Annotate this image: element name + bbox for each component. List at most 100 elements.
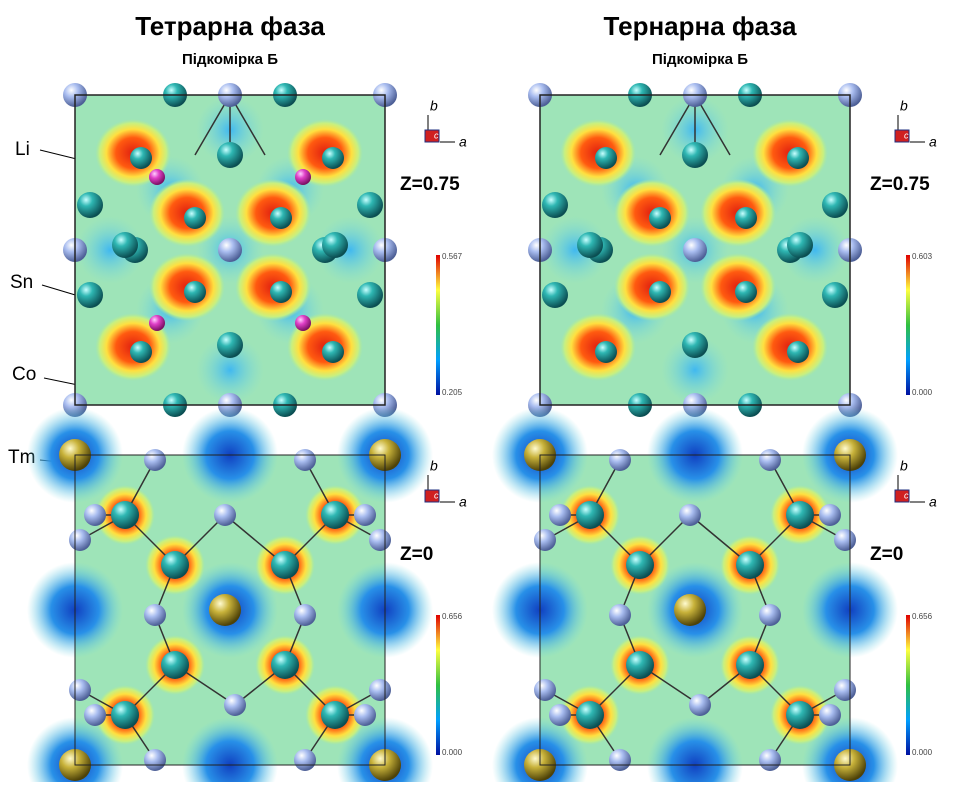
co-atom — [689, 694, 711, 716]
sn-atom — [786, 701, 814, 729]
co-atom — [144, 604, 166, 626]
li-atom — [149, 315, 165, 331]
sn-atom — [184, 281, 206, 303]
co-atom — [354, 704, 376, 726]
axis-label: a — [929, 494, 937, 510]
sn-atom — [161, 651, 189, 679]
co-atom — [224, 694, 246, 716]
sn-atom — [682, 332, 708, 358]
axis-label: b — [900, 458, 908, 474]
axis-label: a — [459, 494, 467, 510]
sn-atom — [357, 282, 383, 308]
sn-atom — [217, 142, 243, 168]
co-atom — [534, 529, 556, 551]
color-bar — [906, 615, 910, 755]
sn-atom — [542, 192, 568, 218]
co-atom — [834, 529, 856, 551]
sn-atom — [184, 207, 206, 229]
co-atom — [759, 604, 781, 626]
z-level: Z=0 — [870, 544, 903, 565]
sn-atom — [822, 192, 848, 218]
co-atom — [609, 749, 631, 771]
axis-label: c — [904, 490, 909, 500]
co-atom — [144, 449, 166, 471]
atom-label: Sn — [10, 272, 33, 293]
co-atom — [759, 449, 781, 471]
co-atom — [69, 679, 91, 701]
li-atom — [149, 169, 165, 185]
tm-atom — [209, 594, 241, 626]
scale-min: 0.000 — [912, 388, 933, 397]
scale-max: 0.567 — [442, 252, 463, 261]
sn-atom — [787, 147, 809, 169]
sn-atom — [542, 282, 568, 308]
scale-min: 0.000 — [442, 748, 463, 757]
sn-atom — [322, 147, 344, 169]
co-atom — [534, 679, 556, 701]
sn-atom — [787, 232, 813, 258]
sn-atom — [112, 232, 138, 258]
sn-atom — [161, 551, 189, 579]
column-title: Тернарна фаза — [604, 11, 797, 41]
sn-atom — [111, 501, 139, 529]
sn-atom — [270, 281, 292, 303]
atom-label: Li — [15, 139, 30, 160]
color-bar — [436, 615, 440, 755]
co-atom — [84, 504, 106, 526]
co-atom — [683, 238, 707, 262]
sn-atom — [626, 651, 654, 679]
co-atom — [369, 529, 391, 551]
sn-atom — [595, 341, 617, 363]
density-map — [27, 407, 433, 782]
column-title: Тетрарна фаза — [135, 11, 325, 41]
sn-atom — [321, 501, 349, 529]
column-subtitle: Підкомірка Б — [182, 51, 278, 68]
color-bar — [436, 255, 440, 395]
sn-atom — [357, 192, 383, 218]
co-atom — [214, 504, 236, 526]
z-level: Z=0.75 — [400, 174, 460, 195]
density-map — [63, 83, 397, 417]
sn-atom — [649, 281, 671, 303]
sn-atom — [130, 341, 152, 363]
sn-atom — [626, 551, 654, 579]
scale-min: 0.000 — [912, 748, 933, 757]
co-atom — [679, 504, 701, 526]
sn-atom — [595, 147, 617, 169]
axis-label: c — [434, 490, 439, 500]
scale-max: 0.656 — [442, 612, 463, 621]
density-map — [492, 407, 898, 782]
sn-atom — [321, 701, 349, 729]
axis-label: a — [459, 134, 467, 150]
pointer — [44, 378, 78, 385]
axis-label: c — [904, 130, 909, 140]
sn-atom — [577, 232, 603, 258]
sn-atom — [322, 232, 348, 258]
scale-max: 0.656 — [912, 612, 933, 621]
sn-atom — [217, 332, 243, 358]
sn-atom — [736, 651, 764, 679]
co-atom — [294, 449, 316, 471]
axis-label: b — [430, 98, 438, 114]
sn-atom — [786, 501, 814, 529]
li-atom — [295, 315, 311, 331]
co-atom — [218, 238, 242, 262]
tm-atom — [674, 594, 706, 626]
co-atom — [834, 679, 856, 701]
sn-atom — [271, 651, 299, 679]
column-subtitle: Підкомірка Б — [652, 51, 748, 68]
figure: Li Sn Co Tm Тетрарна фазаПідкомірка БТер… — [0, 0, 974, 782]
sn-atom — [735, 281, 757, 303]
co-atom — [69, 529, 91, 551]
co-atom — [819, 504, 841, 526]
co-atom — [144, 749, 166, 771]
co-atom — [609, 604, 631, 626]
co-atom — [819, 704, 841, 726]
axis-label: a — [929, 134, 937, 150]
sn-atom — [822, 282, 848, 308]
sn-atom — [77, 282, 103, 308]
sn-atom — [271, 551, 299, 579]
sn-atom — [111, 701, 139, 729]
z-level: Z=0.75 — [870, 174, 930, 195]
co-atom — [609, 449, 631, 471]
